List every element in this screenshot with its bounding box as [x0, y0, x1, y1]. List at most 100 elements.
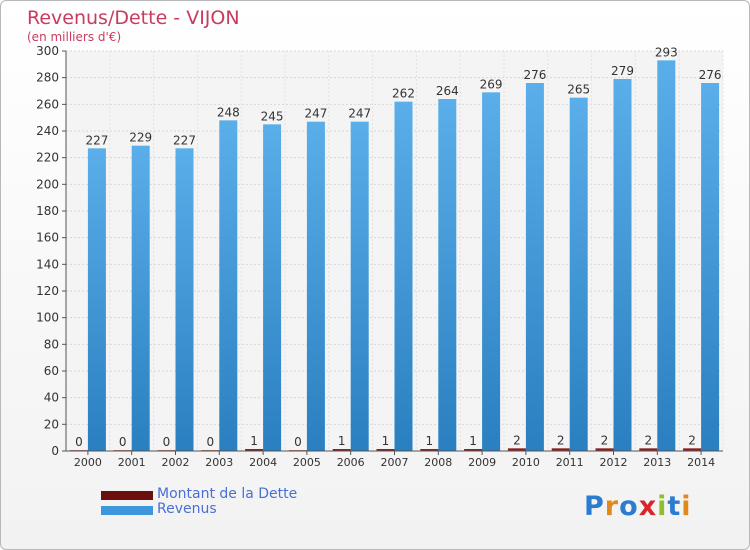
logo-letter: i: [657, 491, 668, 522]
data-label-dette: 2: [557, 433, 565, 447]
x-tick-label: 2009: [468, 456, 496, 469]
y-tick-label: 260: [36, 97, 59, 111]
bars: [69, 60, 720, 452]
x-tick-label: 2000: [74, 456, 102, 469]
data-label-dette: 2: [601, 433, 609, 447]
logo-letter: i: [681, 491, 692, 522]
data-label-revenus: 229: [129, 131, 152, 145]
data-label-revenus: 227: [85, 133, 108, 147]
y-tick-label: 120: [36, 284, 59, 298]
chart-subtitle: (en milliers d'€): [27, 30, 122, 44]
data-label-dette: 2: [644, 433, 652, 447]
bar-revenus: [175, 148, 194, 452]
legend-swatch-dette: [101, 491, 153, 500]
data-label-dette: 1: [469, 434, 477, 448]
data-label-revenus: 247: [304, 107, 327, 121]
data-label-dette: 2: [688, 433, 696, 447]
x-tick-label: 2005: [293, 456, 321, 469]
bar-revenus: [613, 79, 632, 451]
data-label-revenus: 247: [348, 107, 371, 121]
x-tick-label: 2013: [643, 456, 671, 469]
bar-revenus: [482, 92, 501, 451]
x-tick-label: 2001: [118, 456, 146, 469]
y-tick-label: 160: [36, 231, 59, 245]
y-tick-label: 80: [44, 337, 59, 351]
x-tick-label: 2007: [381, 456, 409, 469]
data-label-revenus: 264: [436, 84, 459, 98]
data-label-revenus: 245: [261, 109, 284, 123]
y-tick-label: 180: [36, 204, 59, 218]
logo-letter: o: [619, 491, 639, 522]
y-tick-label: 60: [44, 364, 59, 378]
x-tick-label: 2002: [162, 456, 190, 469]
data-label-dette: 0: [163, 435, 171, 449]
bar-dette: [464, 449, 483, 451]
data-label-revenus: 293: [655, 45, 678, 59]
proxiti-logo: Proxiti: [584, 491, 692, 522]
y-tick-label: 20: [44, 417, 59, 431]
bar-dette: [551, 448, 570, 451]
x-tick-label: 2012: [600, 456, 628, 469]
data-label-dette: 0: [119, 435, 127, 449]
bar-dette: [639, 448, 658, 451]
data-label-revenus: 265: [567, 83, 590, 97]
x-tick-label: 2010: [512, 456, 540, 469]
bar-revenus: [131, 145, 150, 451]
bar-dette: [507, 448, 526, 451]
bar-dette: [245, 449, 264, 451]
x-tick-label: 2011: [556, 456, 584, 469]
logo-letter: P: [584, 491, 605, 522]
y-tick-label: 40: [44, 391, 59, 405]
data-label-revenus: 248: [217, 105, 240, 119]
bar-revenus: [701, 83, 720, 451]
bar-revenus: [219, 120, 238, 451]
legend-item-revenus: Revenus: [101, 502, 297, 517]
bar-revenus: [350, 121, 369, 452]
data-label-revenus: 262: [392, 87, 415, 101]
logo-letter: x: [638, 491, 658, 522]
chart-title: Revenus/Dette - VIJON: [27, 7, 240, 29]
y-tick-label: 220: [36, 151, 59, 165]
x-tick-label: 2014: [687, 456, 715, 469]
bar-revenus: [657, 60, 676, 451]
y-tick-label: 240: [36, 124, 59, 138]
data-label-dette: 2: [513, 433, 521, 447]
y-tick-label: 300: [36, 44, 59, 58]
data-label-dette: 0: [294, 435, 302, 449]
bar-dette: [683, 448, 702, 451]
logo-letter: t: [667, 491, 682, 522]
data-label-dette: 1: [425, 434, 433, 448]
legend-label-revenus: Revenus: [157, 501, 217, 517]
x-tick-label: 2004: [249, 456, 277, 469]
bar-dette: [376, 449, 395, 451]
y-tick-label: 100: [36, 311, 59, 325]
data-label-dette: 0: [206, 435, 214, 449]
x-tick-label: 2008: [424, 456, 452, 469]
data-label-revenus: 276: [699, 68, 722, 82]
data-label-dette: 1: [338, 434, 346, 448]
data-label-dette: 0: [75, 435, 83, 449]
data-label-revenus: 269: [480, 77, 503, 91]
axes: 0204060801001201401601802002202402602803…: [36, 44, 723, 469]
y-tick-label: 0: [51, 444, 59, 458]
data-label-dette: 1: [250, 434, 258, 448]
bar-revenus: [306, 121, 325, 452]
bar-revenus: [263, 124, 282, 451]
bar-revenus: [87, 148, 106, 452]
legend-swatch-revenus: [101, 506, 153, 515]
y-tick-label: 140: [36, 257, 59, 271]
data-label-revenus: 276: [523, 68, 546, 82]
data-labels: 227 0 229 0 227 0 248 0 245 1 247 0 247 1 262 1 264 1 269 1…: [75, 45, 721, 449]
bar-dette: [332, 449, 351, 451]
data-label-revenus: 227: [173, 133, 196, 147]
data-label-dette: 1: [382, 434, 390, 448]
x-tick-label: 2003: [205, 456, 233, 469]
bar-revenus: [525, 83, 544, 451]
legend-item-dette: Montant de la Dette: [101, 487, 297, 502]
logo-letter: r: [604, 491, 620, 522]
bar-dette: [595, 448, 614, 451]
legend-label-dette: Montant de la Dette: [157, 486, 298, 502]
y-tick-label: 280: [36, 71, 59, 85]
x-tick-label: 2006: [337, 456, 365, 469]
